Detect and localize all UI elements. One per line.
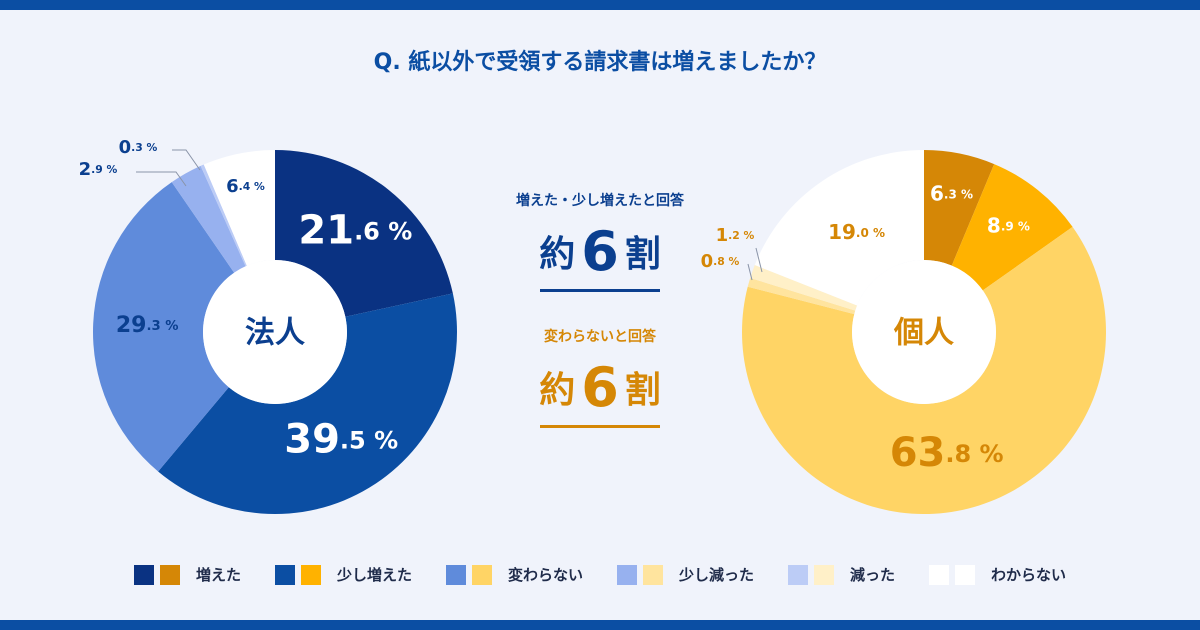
value-label-individual-4: 1.2 % [716, 225, 755, 246]
donut-center-label: 個人 [893, 316, 954, 351]
slice-individual-4 [750, 265, 858, 311]
legend-swatch-corporate [929, 564, 950, 585]
legend-item-3: 少し減った [617, 564, 754, 585]
bottom-bar [0, 620, 1200, 630]
value-label-individual-3: 0.8 % [701, 251, 740, 272]
leader-line [172, 149, 201, 171]
slice-individual-3 [747, 277, 856, 315]
slice-corporate-0 [275, 150, 453, 317]
value-label-corporate-2: 29.3 % [116, 313, 179, 338]
summary-same-prefix: 約 [539, 370, 576, 411]
legend-swatch-individual [300, 564, 321, 585]
legend-swatch-individual [814, 564, 835, 585]
leader-line [136, 171, 187, 187]
value-label-individual-5: 19.0 % [828, 219, 885, 243]
value-label-individual-0: 6.3 % [930, 181, 973, 205]
legend-label: 減った [850, 566, 896, 584]
legend-item-4: 減った [788, 564, 895, 585]
legend-swatch-corporate [617, 564, 637, 585]
chart-title: Q. 紙以外で受領する請求書は増えましたか？ [373, 50, 827, 75]
donut-hole [203, 260, 347, 404]
slice-individual-0 [924, 150, 995, 266]
leader-line [755, 247, 763, 273]
summary-increase-label: 増えた・少し増えたと回答 [516, 193, 684, 209]
value-label-corporate-1: 39.5 % [284, 417, 398, 463]
legend-label: 少し減った [679, 566, 755, 584]
summary-increase-underline [540, 289, 660, 292]
slice-individual-2 [741, 226, 1106, 514]
legend-swatch-individual [643, 564, 663, 585]
legend-item-5: わからない [929, 564, 1066, 585]
summary-same-underline [540, 425, 660, 428]
value-label-corporate-3: 2.9 % [79, 159, 118, 180]
legend-label: 変わらない [507, 566, 583, 584]
legend-item-2: 変わらない [445, 564, 583, 585]
summary-same-value: 6 [581, 356, 619, 419]
legend-label: 増えた [195, 566, 241, 584]
legend-label: 少し増えた [336, 566, 412, 584]
legend-item-0: 増えた [133, 564, 241, 585]
slice-corporate-5 [203, 150, 275, 266]
legend-swatch-corporate [445, 564, 466, 585]
slice-individual-5 [754, 150, 924, 306]
slice-corporate-2 [93, 182, 235, 472]
value-label-corporate-0: 21.6 % [298, 207, 412, 253]
legend-swatch-individual [159, 564, 180, 585]
top-bar [0, 0, 1200, 10]
legend-label: わからない [991, 566, 1067, 584]
legend-swatch-corporate [788, 564, 809, 585]
legend-swatch-corporate [133, 564, 154, 585]
slice-individual-1 [951, 164, 1073, 291]
slice-corporate-1 [158, 293, 457, 514]
summary-same-suffix: 割 [624, 370, 661, 411]
summary-same-label: 変わらないと回答 [544, 329, 656, 345]
value-label-individual-2: 63.8 % [890, 430, 1004, 476]
legend-item-1: 少し増えた [274, 564, 412, 585]
value-label-corporate-4: 0.3 % [119, 137, 158, 158]
summary-increase-value: 6 [581, 220, 619, 283]
value-label-individual-1: 8.9 % [987, 213, 1030, 237]
slice-corporate-4 [200, 164, 247, 267]
legend-swatch-individual [471, 564, 492, 585]
summary-increase-prefix: 約 [539, 234, 576, 275]
legend-swatch-individual [955, 564, 976, 585]
donut-hole [852, 260, 996, 404]
value-label-corporate-5: 6.4 % [226, 176, 265, 197]
legend-swatch-corporate [274, 564, 295, 585]
legend: 増えた 少し増えた 変わらない 少し減った 減った わからない [0, 564, 1200, 585]
donut-center-label: 法人 [245, 316, 305, 351]
leader-line [747, 263, 753, 281]
summary-increase-suffix: 割 [624, 234, 661, 275]
slice-corporate-3 [171, 165, 246, 273]
